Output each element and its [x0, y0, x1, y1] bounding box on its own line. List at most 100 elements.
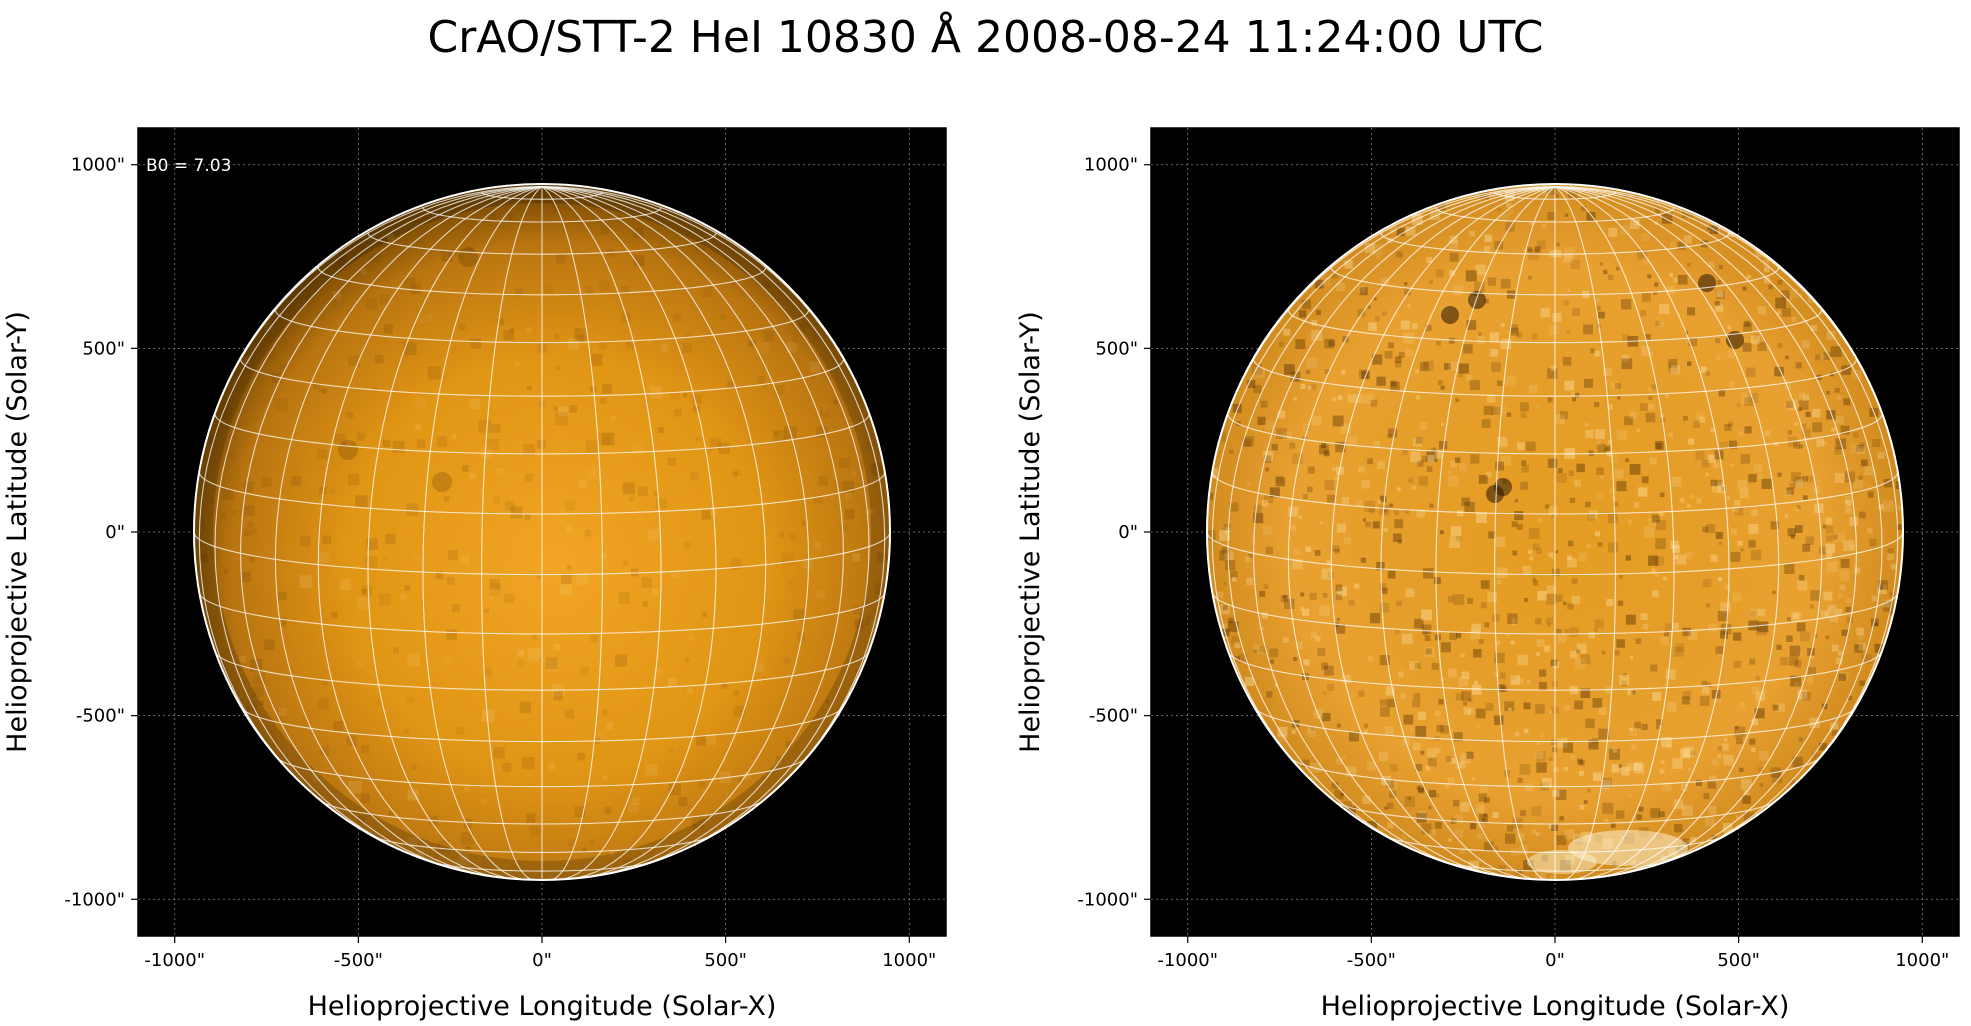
- disk-texture: [1264, 420, 1274, 430]
- disk-texture: [1750, 610, 1756, 617]
- disk-texture: [1522, 565, 1532, 575]
- disk-texture: [1436, 340, 1441, 346]
- disk-texture: [361, 589, 367, 595]
- disk-texture: [529, 824, 542, 836]
- y-axis-label: Helioprojective Latitude (Solar-Y): [2, 311, 33, 753]
- disk-texture: [1463, 344, 1473, 354]
- disk-texture: [1853, 432, 1859, 439]
- disk-texture: [553, 644, 560, 651]
- disk-texture: [1311, 329, 1323, 341]
- disk-texture: [244, 529, 252, 536]
- disk-texture: [1589, 348, 1595, 354]
- disk-texture: [1871, 595, 1878, 602]
- disk-texture: [1375, 316, 1380, 322]
- disk-texture: [598, 340, 607, 349]
- disk-texture: [1487, 592, 1498, 602]
- disk-texture: [1228, 617, 1234, 624]
- disk-texture: [1334, 475, 1339, 480]
- disk-texture: [1319, 444, 1329, 455]
- disk-texture: [1523, 702, 1531, 710]
- disk-texture: [1877, 584, 1887, 595]
- disk-texture: [1706, 524, 1715, 534]
- disk-texture: [1648, 387, 1653, 392]
- disk-texture: [1710, 428, 1715, 433]
- disk-texture: [1802, 428, 1811, 438]
- disk-texture: [1301, 759, 1310, 768]
- disk-texture: [1517, 654, 1529, 666]
- disk-texture: [1536, 741, 1540, 746]
- disk-texture: [1247, 482, 1251, 486]
- disk-texture: [1480, 580, 1490, 589]
- disk-texture: [1387, 237, 1393, 244]
- disk-texture: [1224, 526, 1231, 533]
- disk-texture: [1466, 320, 1477, 330]
- disk-texture: [1453, 285, 1464, 296]
- disk-texture: [1548, 324, 1559, 335]
- disk-texture: [1386, 779, 1395, 789]
- disk-texture: [1313, 708, 1324, 719]
- disk-texture: [1819, 742, 1827, 751]
- disk-texture: [1306, 369, 1311, 375]
- disk-texture: [1454, 457, 1461, 463]
- disk-texture: [502, 762, 512, 773]
- disk-texture: [1434, 710, 1441, 717]
- disk-texture: [1874, 643, 1884, 653]
- longitude-line: [1554, 186, 1899, 817]
- disk-texture: [1278, 734, 1287, 743]
- disk-texture: [1379, 699, 1387, 707]
- disk-texture: [1510, 640, 1515, 645]
- disk-texture: [1878, 584, 1883, 590]
- disk-texture: [781, 552, 794, 565]
- disk-texture: [1610, 823, 1616, 829]
- disk-texture: [1335, 584, 1343, 592]
- disk-texture: [1616, 810, 1625, 819]
- disk-texture: [743, 772, 752, 780]
- disk-texture: [1673, 277, 1679, 283]
- disk-texture: [1433, 577, 1441, 585]
- disk-texture: [1416, 395, 1420, 400]
- disk-texture: [251, 528, 258, 535]
- disk-texture: [1354, 583, 1360, 589]
- disk-texture: [647, 339, 654, 346]
- disk-texture: [1548, 506, 1558, 515]
- disk-texture: [1521, 464, 1530, 473]
- disk-texture: [1219, 550, 1230, 561]
- disk-texture: [495, 468, 503, 476]
- disk-texture: [1435, 793, 1440, 797]
- disk-texture: [521, 756, 535, 770]
- disk-texture: [1493, 671, 1500, 678]
- disk-texture: [415, 396, 428, 408]
- disk-texture: [1675, 643, 1685, 652]
- disk-texture: [1283, 328, 1291, 336]
- disk-texture: [1409, 726, 1415, 731]
- disk-texture: [1670, 364, 1680, 374]
- disk-texture: [1288, 506, 1299, 517]
- disk-texture: [682, 342, 693, 354]
- disk-texture: [839, 457, 850, 469]
- disk-texture: [1466, 751, 1474, 759]
- disk-texture: [1712, 481, 1723, 493]
- disk-texture: [1337, 586, 1347, 597]
- disk-texture: [1253, 504, 1262, 514]
- disk-texture: [1535, 750, 1546, 762]
- disk-texture: [1727, 350, 1736, 359]
- disk-texture: [1511, 676, 1515, 681]
- disk-texture: [1592, 698, 1603, 708]
- disk-texture: [361, 585, 373, 597]
- disk-texture: [1686, 504, 1691, 508]
- disk-texture: [1786, 635, 1793, 643]
- disk-texture: [1404, 796, 1416, 807]
- disk-texture: [443, 496, 450, 502]
- disk-texture: [1573, 833, 1582, 843]
- disk-texture: [1260, 627, 1264, 631]
- disk-texture: [1727, 421, 1733, 427]
- disk-texture: [1342, 755, 1347, 760]
- disk-texture: [1421, 609, 1432, 621]
- disk-texture: [1784, 382, 1792, 390]
- disk-texture: [1664, 631, 1670, 637]
- disk-texture: [564, 500, 576, 511]
- disk-texture: [1658, 511, 1664, 517]
- disk-texture: [599, 397, 607, 405]
- longitude-line: [214, 186, 543, 861]
- disk-texture: [576, 334, 584, 343]
